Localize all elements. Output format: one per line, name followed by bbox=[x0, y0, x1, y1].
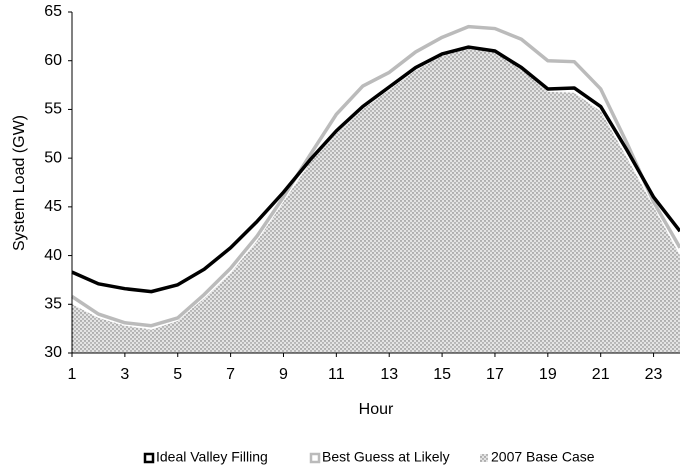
line bbox=[71, 24, 680, 328]
legend-label: Best Guess at Likely bbox=[322, 449, 450, 465]
x-tick-label: 9 bbox=[279, 366, 288, 383]
y-tick-label: 45 bbox=[44, 198, 62, 215]
area bbox=[72, 48, 680, 353]
y-tick-label: 40 bbox=[44, 247, 62, 264]
legend-label: Ideal Valley Filling bbox=[156, 449, 268, 465]
y-tick-label: 65 bbox=[44, 3, 62, 20]
x-tick-label: 7 bbox=[226, 366, 235, 383]
legend-swatch bbox=[143, 452, 155, 464]
y-tick-label: 35 bbox=[44, 296, 62, 313]
x-tick-label: 19 bbox=[539, 366, 557, 383]
x-tick-label: 3 bbox=[120, 366, 129, 383]
y-axis-label: System Load (GW) bbox=[11, 115, 28, 251]
legend-swatch bbox=[309, 452, 321, 464]
x-tick-label: 5 bbox=[173, 366, 182, 383]
y-tick-label: 55 bbox=[44, 101, 62, 118]
x-tick-label: 17 bbox=[486, 366, 504, 383]
y-tick-label: 60 bbox=[44, 52, 62, 69]
x-axis-label: Hour bbox=[359, 401, 394, 418]
x-tick-label: 1 bbox=[68, 366, 77, 383]
x-tick-label: 11 bbox=[328, 366, 345, 383]
line bbox=[71, 45, 680, 294]
legend-swatch bbox=[480, 454, 488, 462]
x-tick-label: 15 bbox=[433, 366, 451, 383]
y-tick-label: 30 bbox=[44, 344, 62, 361]
legend-label: 2007 Base Case bbox=[491, 449, 595, 465]
x-tick-label: 23 bbox=[645, 366, 663, 383]
x-tick-label: 13 bbox=[380, 366, 398, 383]
y-tick-label: 50 bbox=[44, 149, 62, 166]
x-tick-label: 21 bbox=[592, 366, 610, 383]
